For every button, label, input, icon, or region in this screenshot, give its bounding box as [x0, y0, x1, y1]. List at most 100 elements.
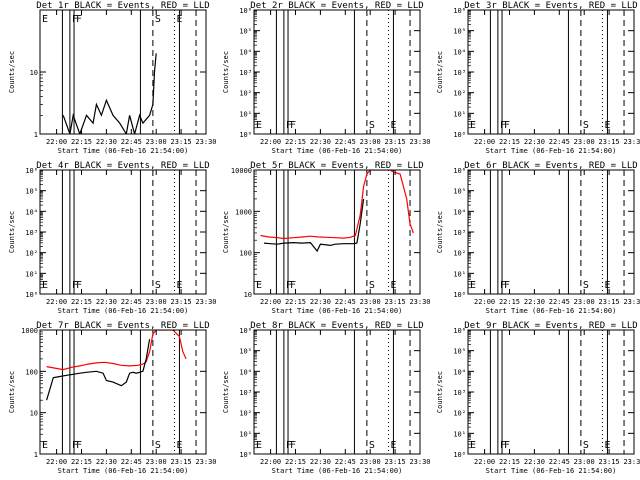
panel-det-5: Det 5r BLACK = Events, RED = LLD E FF S E 22:…: [222, 161, 431, 315]
x-tick-label: 23:30: [409, 458, 430, 466]
x-axis-label: Start Time (06-Feb-16 21:54:00): [272, 467, 403, 475]
x-tick-label: 23:15: [171, 458, 192, 466]
marker-label-f: F: [72, 280, 78, 291]
y-tick-label: 10¹: [453, 270, 466, 278]
y-tick-label: 10: [30, 69, 38, 77]
series-events: [62, 53, 157, 134]
marker-label-f: F: [290, 280, 296, 291]
series-lld: [260, 170, 414, 240]
y-axis-label: Counts/sec: [436, 51, 444, 93]
y-axis-label: Counts/sec: [222, 371, 230, 413]
series-lld: [46, 330, 187, 371]
y-tick-label: 10⁰: [453, 291, 466, 299]
x-tick-label: 23:15: [171, 138, 192, 146]
x-tick-label: 23:15: [599, 138, 620, 146]
y-tick-label: 10²: [453, 410, 466, 418]
y-tick-label: 10⁶: [453, 327, 466, 335]
y-tick-label: 10⁵: [239, 348, 252, 356]
marker-label-e: E: [604, 120, 610, 131]
panel-title: Det 4r BLACK = Events, RED = LLD: [36, 161, 209, 171]
x-tick-label: 22:45: [335, 138, 356, 146]
y-tick-label: 10⁶: [239, 327, 252, 335]
y-tick-label: 10³: [453, 389, 466, 397]
x-tick-label: 22:00: [46, 298, 67, 306]
series-events: [46, 339, 151, 401]
y-tick-label: 10¹: [453, 430, 466, 438]
y-tick-label: 10²: [25, 250, 38, 258]
x-tick-label: 22:00: [260, 458, 281, 466]
panel-title: Det 1r BLACK = Events, RED = LLD: [36, 1, 209, 11]
y-axis-label: Counts/sec: [8, 211, 16, 253]
x-tick-label: 22:00: [46, 138, 67, 146]
x-tick-label: 22:45: [335, 298, 356, 306]
x-tick-label: 22:30: [96, 298, 117, 306]
plot-frame: [253, 9, 421, 135]
plot-frame: [467, 169, 635, 295]
x-tick-label: 23:30: [409, 138, 430, 146]
marker-label-e: E: [176, 440, 182, 451]
y-tick-label: 10⁴: [453, 48, 466, 56]
x-tick-label: 22:00: [260, 138, 281, 146]
y-tick-label: 10³: [453, 229, 466, 237]
y-axis-label: Counts/sec: [8, 371, 16, 413]
marker-label-s: S: [583, 440, 589, 451]
marker-label-f: F: [286, 280, 292, 291]
y-tick-label: 10: [30, 410, 38, 418]
marker-label-f: F: [286, 120, 292, 131]
y-tick-label: 10³: [25, 229, 38, 237]
panel-det-1: Det 1r BLACK = Events, RED = LLD E FF S E 22:…: [8, 1, 217, 155]
y-tick-label: 10¹: [239, 110, 252, 118]
y-tick-label: 10⁴: [239, 368, 252, 376]
plot-frame: [253, 169, 421, 295]
x-tick-label: 23:00: [146, 458, 167, 466]
panel-title: Det 9r BLACK = Events, RED = LLD: [464, 321, 637, 331]
x-tick-label: 22:00: [474, 458, 495, 466]
panel-det-2: Det 2r BLACK = Events, RED = LLD E FF S E 22:…: [222, 1, 431, 155]
y-axis-label: Counts/sec: [222, 51, 230, 93]
marker-label-e: E: [176, 280, 182, 291]
y-axis-label: Counts/sec: [436, 211, 444, 253]
x-tick-label: 22:30: [310, 298, 331, 306]
y-tick-label: 10⁴: [239, 48, 252, 56]
marker-label-e: E: [604, 440, 610, 451]
x-axis-label: Start Time (06-Feb-16 21:54:00): [272, 307, 403, 315]
x-tick-label: 22:00: [474, 298, 495, 306]
x-tick-label: 22:45: [549, 138, 570, 146]
y-tick-label: 10³: [453, 69, 466, 77]
x-tick-label: 22:15: [71, 298, 92, 306]
x-tick-label: 22:30: [310, 138, 331, 146]
marker-label-e: E: [256, 440, 262, 451]
y-tick-label: 10⁴: [453, 208, 466, 216]
x-axis-label: Start Time (06-Feb-16 21:54:00): [58, 307, 189, 315]
plot-frame: [39, 9, 207, 135]
x-tick-label: 23:00: [146, 298, 167, 306]
panel-title: Det 3r BLACK = Events, RED = LLD: [464, 1, 637, 11]
x-tick-label: 23:00: [574, 298, 595, 306]
marker-label-e: E: [470, 280, 476, 291]
y-tick-label: 1: [34, 451, 38, 459]
x-tick-label: 22:15: [285, 458, 306, 466]
x-tick-label: 22:45: [549, 458, 570, 466]
y-tick-label: 10⁵: [453, 28, 466, 36]
marker-label-f: F: [290, 120, 296, 131]
y-tick-label: 10⁴: [453, 368, 466, 376]
y-tick-label: 10²: [239, 90, 252, 98]
x-tick-label: 23:00: [360, 138, 381, 146]
marker-label-f: F: [500, 440, 506, 451]
y-tick-label: 10⁵: [453, 188, 466, 196]
series-events: [263, 198, 365, 253]
y-tick-label: 10⁰: [239, 131, 252, 139]
x-tick-label: 23:00: [574, 138, 595, 146]
y-tick-label: 10⁶: [453, 7, 466, 15]
marker-label-f: F: [504, 120, 510, 131]
x-tick-label: 22:15: [285, 138, 306, 146]
y-tick-label: 10²: [453, 90, 466, 98]
x-tick-label: 22:30: [524, 298, 545, 306]
y-tick-label: 10000: [231, 167, 252, 175]
x-tick-label: 23:00: [574, 458, 595, 466]
marker-label-f: F: [76, 14, 82, 25]
marker-label-s: S: [155, 14, 161, 25]
x-tick-label: 22:15: [71, 458, 92, 466]
x-tick-label: 22:00: [260, 298, 281, 306]
